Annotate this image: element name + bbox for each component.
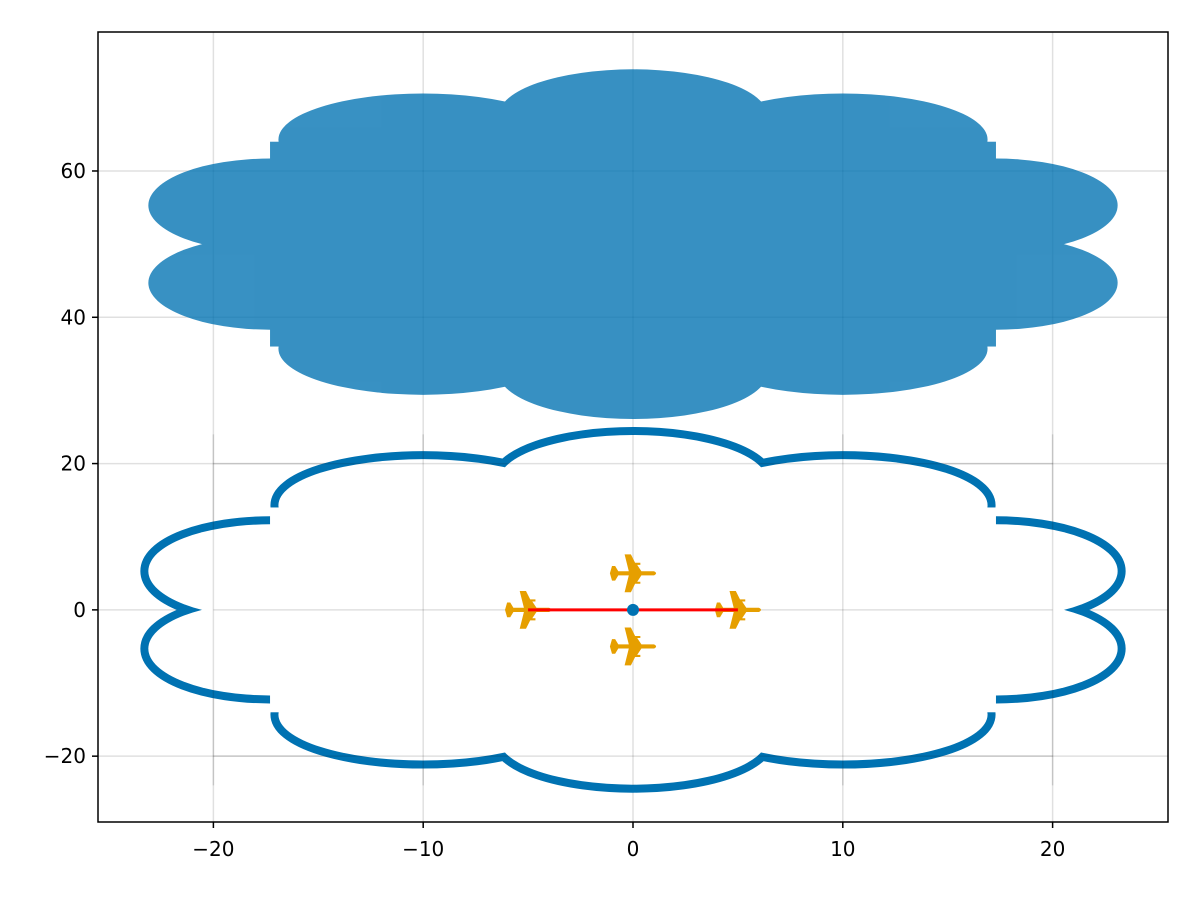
y-tick-label: 60 <box>61 159 86 183</box>
y-tick-label: 0 <box>73 598 86 622</box>
x-tick-label: 0 <box>627 837 640 861</box>
axis-ticks: −20 −10 0 10 20 −20 0 20 40 60 <box>44 159 1066 861</box>
cloud-lobe <box>148 158 392 253</box>
cloud-lobe <box>698 93 988 186</box>
cloud-lobe <box>278 93 568 186</box>
cloud-lobe <box>148 236 392 330</box>
x-tick-label: 10 <box>830 837 855 861</box>
cloud-lobe <box>698 302 988 395</box>
x-tick-label: 20 <box>1040 837 1065 861</box>
airplane-icon <box>609 627 657 666</box>
cloud-lobe <box>278 302 568 395</box>
markers <box>504 554 762 666</box>
airplane-icon <box>609 554 657 593</box>
center-point <box>627 603 639 616</box>
y-tick-label: −20 <box>44 744 86 768</box>
filled-cloud <box>148 69 1118 419</box>
cloud-lobe <box>874 236 1118 330</box>
y-tick-label: 20 <box>61 452 86 476</box>
x-tick-label: −10 <box>402 837 444 861</box>
cloud-lobe <box>874 158 1118 253</box>
x-tick-label: −20 <box>192 837 234 861</box>
y-tick-label: 40 <box>61 305 86 329</box>
cloud-lobe <box>498 326 768 419</box>
cloud-interior <box>498 692 768 785</box>
